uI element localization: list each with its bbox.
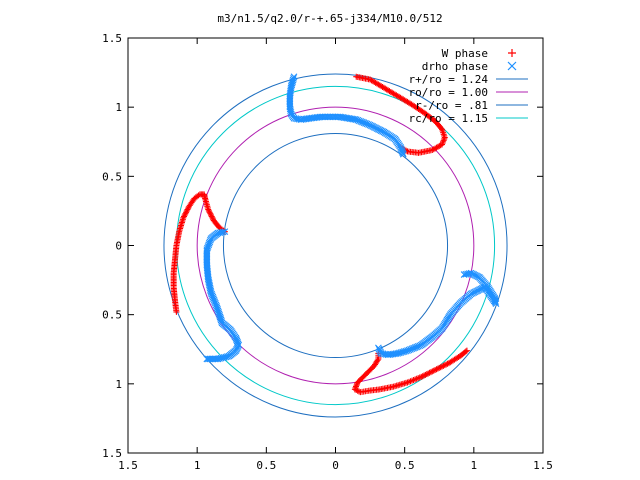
axis-ticks: 1.5 1 0.5 0 0.5 1 1.51.510.500.511.5 (102, 32, 553, 472)
phase-points (170, 73, 500, 396)
drho-phase-point (399, 150, 407, 158)
y-tick-label: 1 (115, 101, 122, 114)
w-phase-point (430, 146, 437, 153)
w-phase-point (426, 369, 433, 376)
x-tick-label: 1 (471, 459, 478, 472)
w-phase-point (434, 365, 441, 372)
w-phase-point (206, 209, 213, 216)
w-phase-point (352, 384, 359, 391)
w-phase-point (195, 192, 202, 199)
circle-1-24 (163, 73, 508, 418)
w-phase-point (436, 364, 443, 371)
w-phase-point (374, 357, 381, 364)
w-phase-point (439, 363, 446, 370)
y-tick-label: 0.5 (102, 170, 122, 183)
w-phase-point (180, 214, 187, 221)
legend-label: ro/ro = 1.00 (409, 86, 488, 99)
w-phase-point (182, 210, 189, 217)
drho-phase-point (399, 149, 407, 157)
w-phase-point (422, 371, 429, 378)
w-phase-point (352, 383, 359, 390)
w-phase-point (181, 213, 188, 220)
legend-label: drho phase (422, 60, 488, 73)
w-phase-point (183, 207, 190, 214)
legend-label: r+/ro = 1.24 (409, 73, 489, 86)
w-phase-point (356, 388, 363, 395)
x-tick-label: 1.5 (118, 459, 138, 472)
chart-title: m3/n1.5/q2.0/r-+.65-j334/M10.0/512 (217, 12, 442, 25)
w-phase-point (181, 212, 188, 219)
w-phase-point (419, 373, 426, 380)
w-phase-point (432, 367, 439, 373)
legend-label: rc/ro = 1.15 (409, 112, 488, 125)
w-phase-point (441, 134, 448, 141)
w-phase-point (357, 389, 364, 396)
w-phase-point (445, 360, 452, 367)
y-tick-label: 1 (115, 378, 122, 391)
w-phase-point (207, 210, 214, 217)
w-phase-point (430, 367, 437, 374)
x-tick-label: 0 (332, 459, 339, 472)
w-phase-point (205, 207, 212, 214)
reference-circles (163, 73, 508, 418)
legend-swatch (508, 49, 516, 57)
w-phase-point (208, 212, 214, 219)
w-phase-point (209, 214, 216, 221)
x-tick-label: 0.5 (395, 459, 415, 472)
y-tick-label: 0 (115, 240, 122, 253)
x-tick-label: 1.5 (533, 459, 553, 472)
w-phase-point (441, 362, 448, 369)
w-phase-point (440, 138, 447, 145)
y-tick-label: 1.5 (102, 447, 122, 460)
w-phase-point (205, 206, 212, 213)
y-tick-label: 1.5 (102, 32, 122, 45)
w-phase-point (423, 371, 430, 378)
legend-label: r-/ro = .81 (415, 99, 488, 112)
drho-phase-point (221, 228, 229, 236)
w-phase-point (425, 370, 432, 377)
w-phase-point (429, 368, 436, 375)
legend-swatch (507, 61, 517, 71)
w-phase-point (353, 382, 360, 389)
w-phase-point (184, 206, 191, 213)
w-phase-point (351, 386, 358, 393)
circle-1 (196, 106, 475, 385)
x-tick-label: 1 (194, 459, 201, 472)
w-phase-point (421, 372, 428, 379)
w-phase-point (440, 362, 447, 369)
w-phase-point (443, 361, 450, 368)
legend-label: W phase (442, 47, 488, 60)
y-tick-label: 0.5 (102, 309, 122, 322)
w-phase-point (183, 209, 190, 216)
drho-phase-point (219, 228, 227, 236)
w-phase-point (440, 137, 447, 144)
w-phase-point (433, 366, 440, 373)
w-phase-point (427, 369, 434, 376)
w-phase-point (441, 135, 448, 142)
w-phase-point (437, 364, 444, 371)
x-tick-label: 0.5 (256, 459, 276, 472)
w-phase-point (444, 360, 451, 367)
drho-phase-point (374, 344, 382, 352)
w-phase-point (208, 213, 215, 220)
circle-0-81 (222, 132, 449, 359)
